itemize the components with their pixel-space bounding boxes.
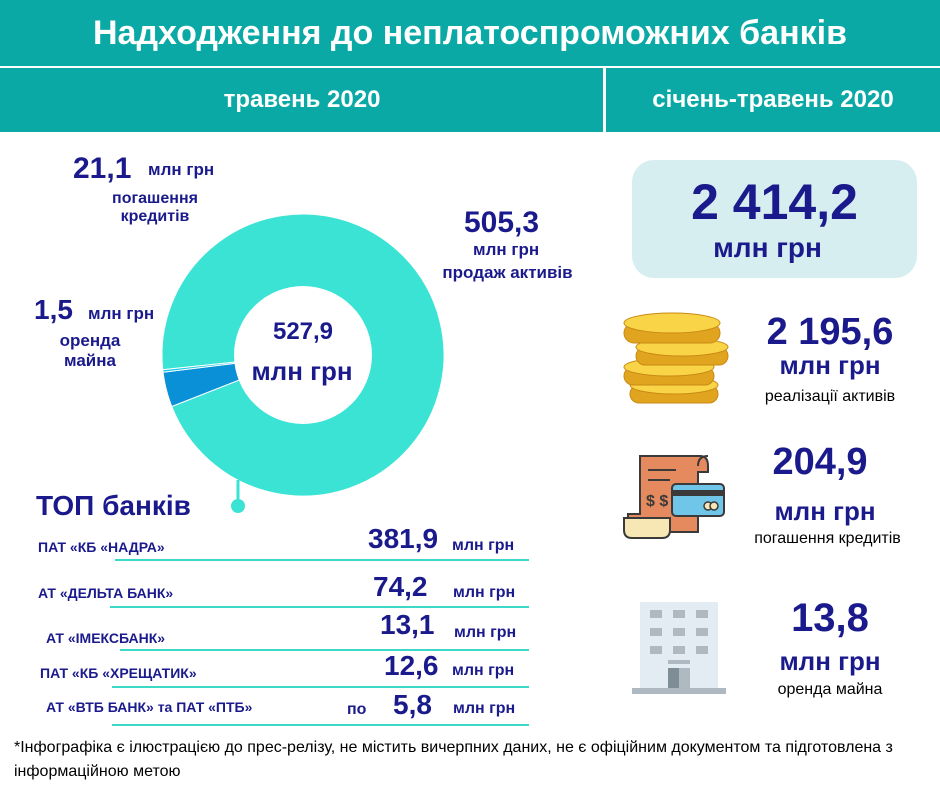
bank-value-vtb-ptb: 5,8 <box>393 689 432 720</box>
svg-text:$ $: $ $ <box>646 493 668 510</box>
donut-hole <box>234 286 372 424</box>
period-ytd-label: січень-травень 2020 <box>652 86 894 113</box>
label-rent-desc-1: оренда <box>59 331 121 350</box>
bank-name-delta: АТ «ДЕЛЬТА БАНК» <box>38 585 174 601</box>
top-banks-title: ТОП банків <box>36 490 191 521</box>
ytd-total-value: 2 414,2 <box>691 174 858 230</box>
bank-divider <box>115 559 529 561</box>
ytd-total-box: 2 414,2 млн грн <box>632 160 917 278</box>
bank-unit-nadra: млн грн <box>452 537 515 554</box>
label-rent-unit: млн грн <box>88 304 155 323</box>
page-title: Надходження до неплатоспроможних банків <box>0 0 940 66</box>
ytd-rent-desc: оренда майна <box>777 681 883 698</box>
bank-divider <box>120 649 529 651</box>
bank-prefix-vtb-ptb: по <box>347 701 367 718</box>
ytd-total-unit: млн грн <box>713 232 822 263</box>
period-month-label: травень 2020 <box>223 86 381 113</box>
ytd-assets-desc: реалізації активів <box>764 388 896 405</box>
label-sales-unit: млн грн <box>473 240 540 259</box>
coins-icon <box>623 312 729 404</box>
bank-divider <box>112 724 529 726</box>
label-sales-desc: продаж активів <box>442 263 573 282</box>
label-rent-value: 1,5 <box>34 294 73 325</box>
label-sales-value: 505,3 <box>464 206 540 239</box>
ytd-assets-value: 2 195,6 <box>766 311 894 353</box>
bank-value-khreshchatyk: 12,6 <box>384 650 439 681</box>
bank-name-vtb-ptb: АТ «ВТБ БАНК» та ПАТ «ПТБ» <box>46 699 253 715</box>
bank-divider <box>112 686 529 688</box>
bank-value-delta: 74,2 <box>373 571 428 602</box>
ytd-assets-unit: млн грн <box>779 350 881 380</box>
label-loans-value: 21,1 <box>73 152 132 185</box>
label-loans-unit: млн грн <box>148 160 215 179</box>
donut-pointer-dot <box>231 499 245 513</box>
footnote: *Інфографіка є ілюстрацією до прес-реліз… <box>14 739 893 780</box>
building-icon <box>632 602 726 694</box>
ytd-rent-unit: млн грн <box>779 646 881 676</box>
bank-unit-vtb-ptb: млн грн <box>453 700 516 717</box>
donut-center-unit: млн грн <box>251 356 353 386</box>
bank-value-nadra: 381,9 <box>368 523 439 554</box>
donut-chart <box>161 213 445 513</box>
bank-unit-delta: млн грн <box>453 584 516 601</box>
ytd-loans-desc: погашення кредитів <box>754 530 901 547</box>
bank-divider <box>110 606 529 608</box>
period-divider <box>603 68 606 132</box>
bank-unit-khreshchatyk: млн грн <box>452 662 515 679</box>
ytd-loans-unit: млн грн <box>774 496 876 526</box>
label-rent-desc-2: майна <box>64 351 116 370</box>
bank-unit-imex: млн грн <box>454 624 517 641</box>
donut-center-value: 527,9 <box>272 318 334 345</box>
ytd-loans-value: 204,9 <box>772 441 868 483</box>
bank-name-nadra: ПАТ «КБ «НАДРА» <box>38 539 165 555</box>
label-loans-desc-2: кредитів <box>120 208 190 225</box>
bank-name-imex: АТ «ІМЕКСБАНК» <box>46 630 166 646</box>
period-bar <box>0 68 940 132</box>
bank-value-imex: 13,1 <box>380 609 435 640</box>
bank-name-khreshchatyk: ПАТ «КБ «ХРЕЩАТИК» <box>40 665 197 681</box>
invoice-card-icon: $ $ <box>623 455 725 539</box>
ytd-rent-value: 13,8 <box>791 596 869 640</box>
label-loans-desc-1: погашення <box>112 190 198 207</box>
